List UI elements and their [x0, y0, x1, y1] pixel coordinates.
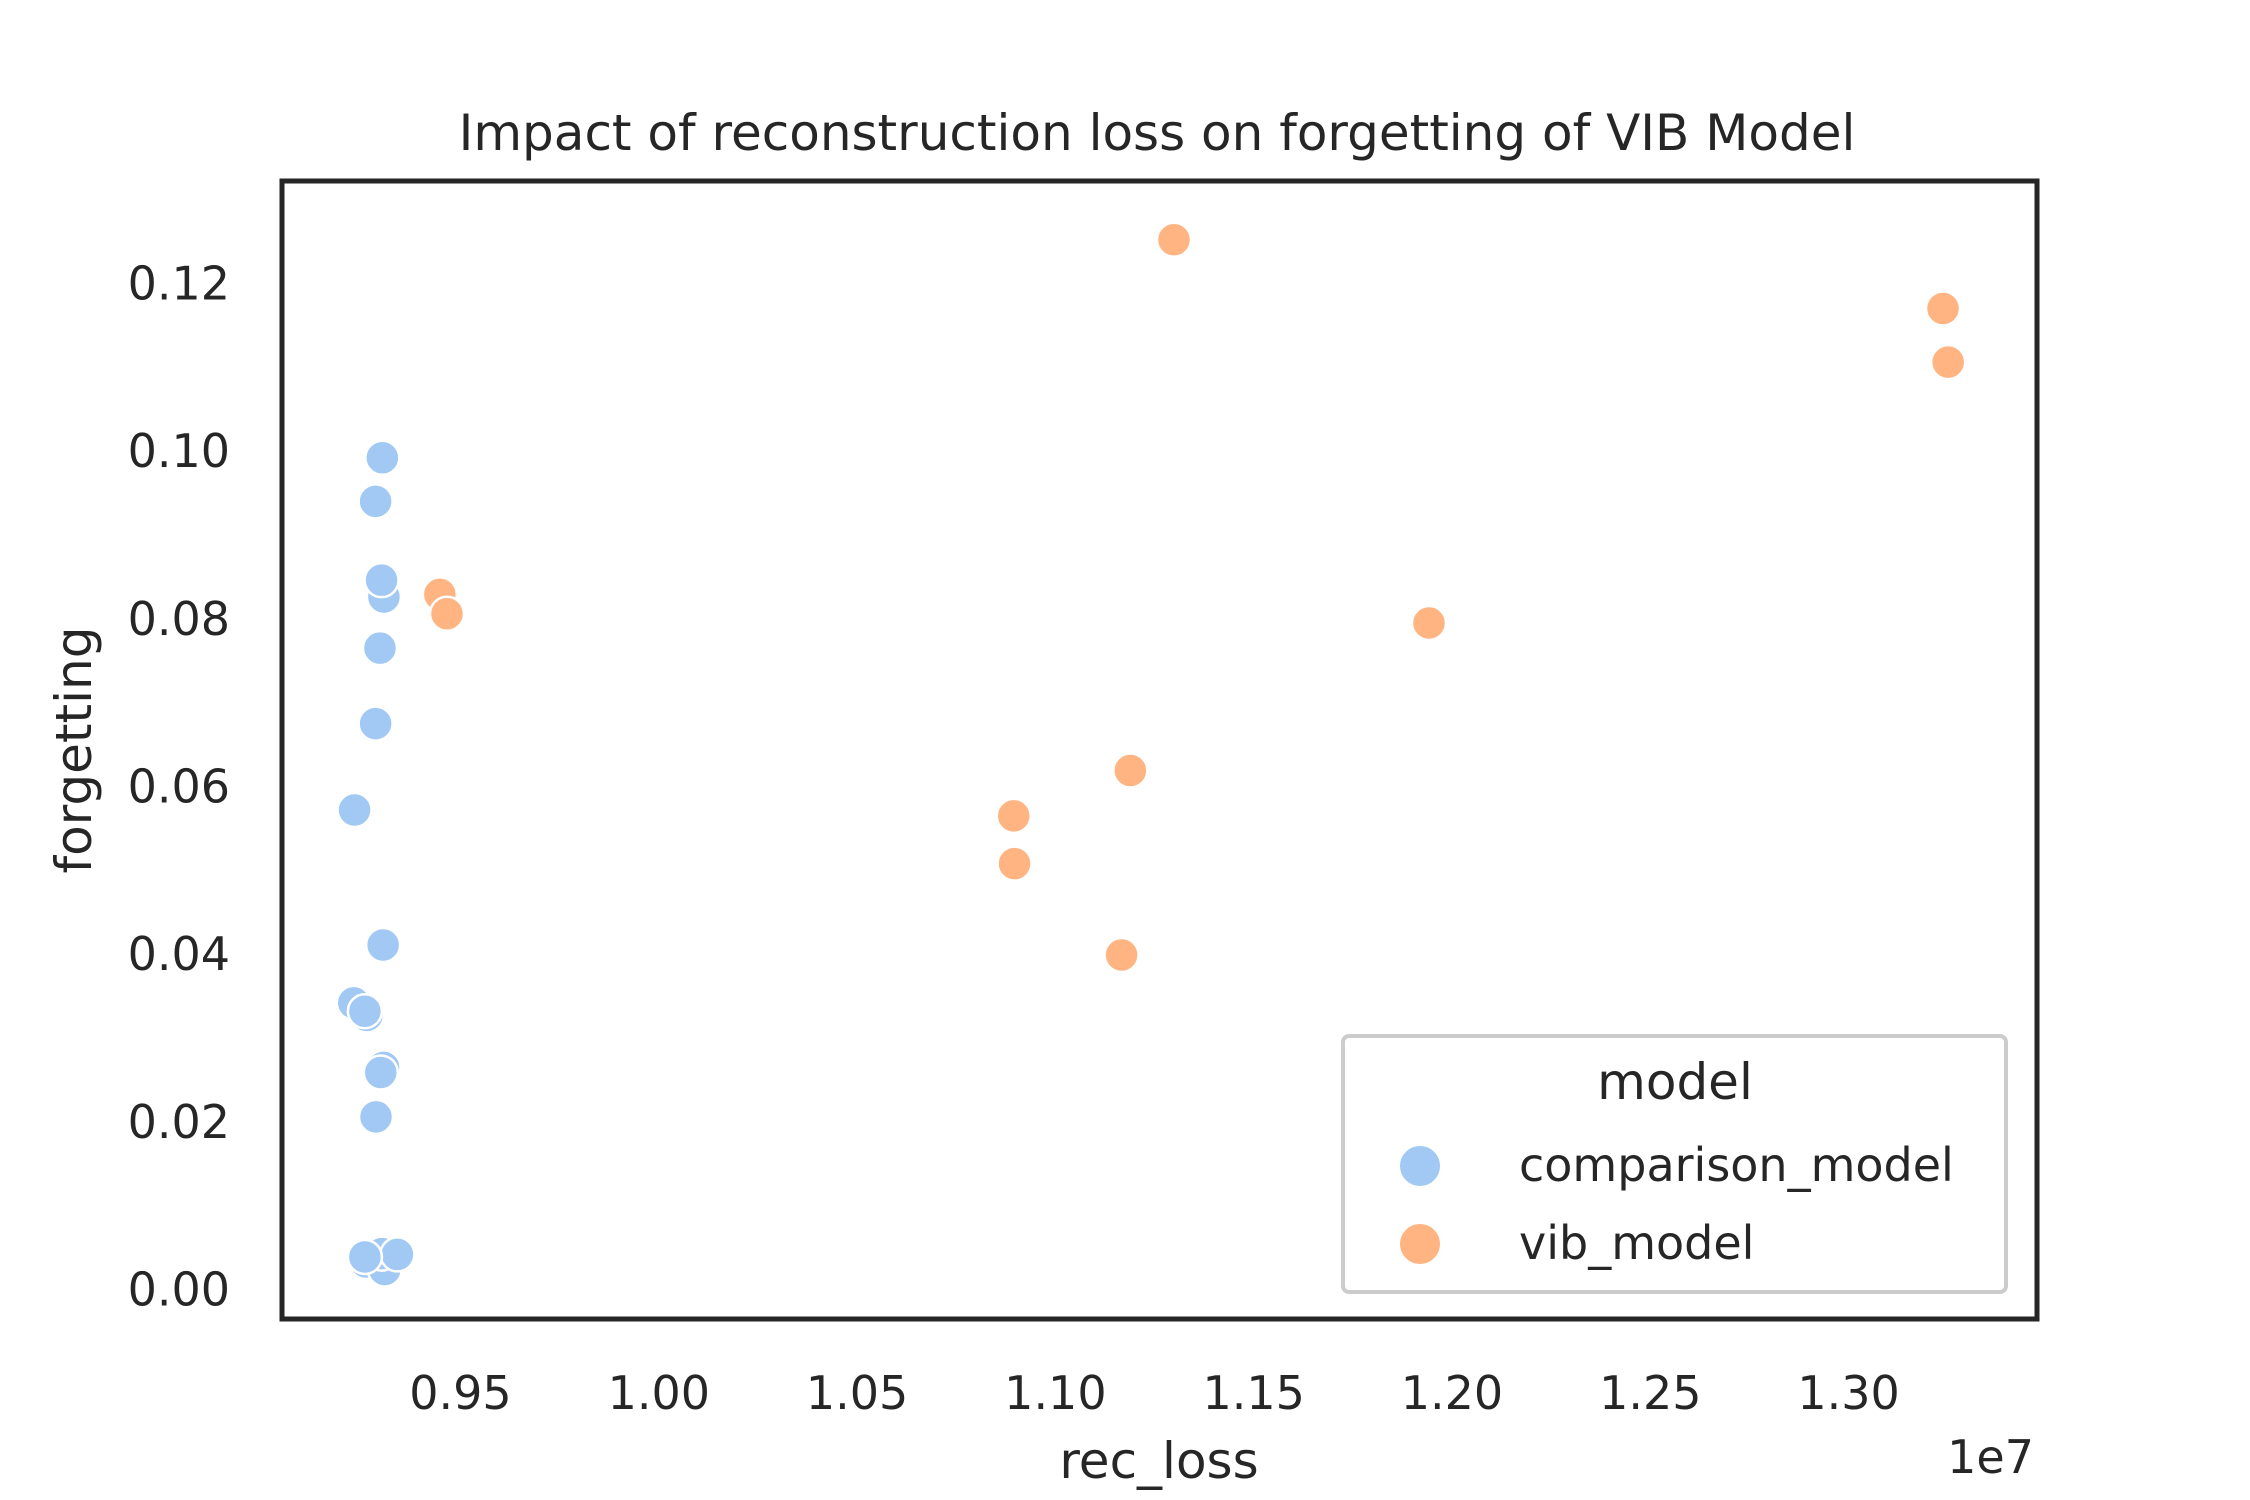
x-tick-label: 1.30	[1797, 1366, 1899, 1420]
point-comparison-model	[363, 561, 400, 599]
x-tick-label: 1.05	[806, 1366, 908, 1420]
legend-title: model	[1597, 1053, 1753, 1111]
point-comparison-model	[357, 1098, 395, 1136]
legend-marker-comparison-model	[1398, 1144, 1442, 1188]
x-tick-label: 1.25	[1599, 1366, 1701, 1420]
y-tick-label: 0.02	[128, 1095, 230, 1149]
x-tick-label: 1.20	[1401, 1366, 1503, 1420]
y-tick-label: 0.06	[128, 759, 230, 813]
chart-title: Impact of reconstruction loss on forgett…	[459, 104, 1856, 162]
point-vib-model	[428, 595, 466, 632]
legend-marker-vib-model	[1398, 1222, 1442, 1266]
x-tick-label: 1.00	[608, 1366, 710, 1420]
y-axis-label: forgetting	[45, 627, 103, 874]
x-tick-label: 1.10	[1004, 1366, 1106, 1420]
legend-label-comparison-model: comparison_model	[1519, 1138, 1954, 1192]
plot-frame	[279, 178, 2040, 1322]
point-vib-model	[996, 845, 1033, 882]
y-tick-label: 0.08	[128, 592, 230, 646]
point-comparison-model	[346, 1238, 384, 1276]
point-vib-model	[1924, 290, 1962, 327]
point-comparison-model	[346, 992, 384, 1030]
point-vib-model	[1155, 221, 1193, 258]
x-axis-label: rec_loss	[1059, 1432, 1258, 1490]
x-tick-label: 1.15	[1202, 1366, 1304, 1420]
y-tick-label: 0.04	[128, 927, 230, 981]
point-comparison-model	[336, 791, 373, 829]
x-axis-offset-label: 1e7	[1947, 1430, 2034, 1484]
point-comparison-model	[357, 705, 394, 742]
point-comparison-model	[364, 439, 401, 476]
point-vib-model	[1929, 343, 1967, 381]
y-tick-label: 0.10	[128, 424, 230, 478]
point-comparison-model	[357, 483, 394, 520]
point-comparison-model	[362, 1054, 400, 1091]
y-axis-ticks: 0.00 0.02 0.04 0.06 0.08 0.10 0.12	[128, 256, 230, 1316]
legend-box	[1341, 1034, 2008, 1294]
point-vib-model	[1112, 752, 1149, 789]
legend: model comparison_model vib_model	[1341, 1034, 2008, 1294]
point-vib-model	[995, 797, 1032, 835]
x-axis-ticks: 0.95 1.00 1.05 1.10 1.15 1.20 1.25 1.30	[409, 1366, 1900, 1420]
y-tick-label: 0.12	[128, 256, 230, 310]
legend-label-vib-model: vib_model	[1519, 1216, 1754, 1270]
point-comparison-model	[364, 926, 402, 964]
point-comparison-model	[361, 629, 399, 667]
point-comparison-model	[379, 1236, 416, 1273]
y-tick-label: 0.00	[128, 1263, 230, 1317]
point-vib-model	[1103, 936, 1140, 974]
point-vib-model	[1410, 604, 1448, 642]
data-points	[335, 221, 1967, 1288]
x-tick-label: 0.95	[409, 1366, 511, 1420]
